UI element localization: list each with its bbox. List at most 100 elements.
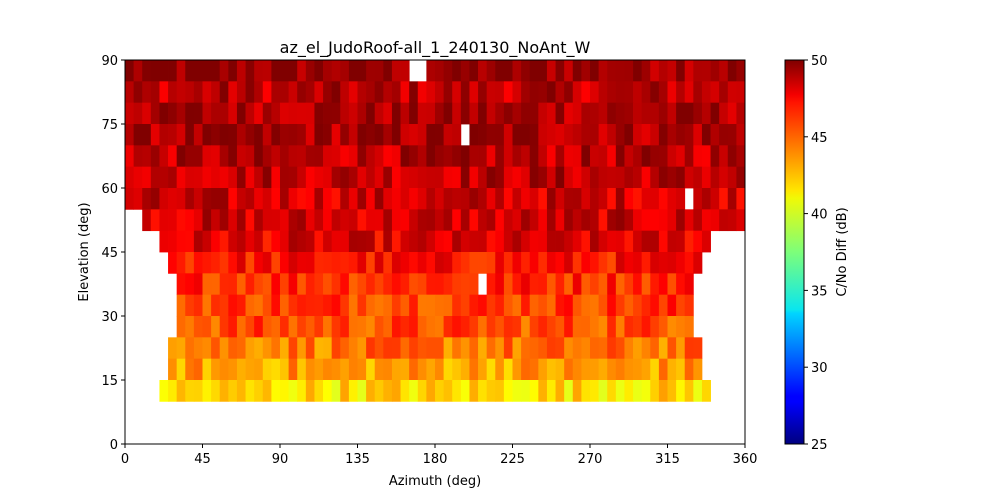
heatmap-cell bbox=[426, 380, 436, 402]
heatmap-cell bbox=[305, 60, 315, 82]
heatmap-cell bbox=[701, 60, 711, 82]
heatmap-cell bbox=[564, 294, 574, 317]
heatmap-cell bbox=[452, 294, 462, 317]
heatmap-cell bbox=[598, 102, 608, 125]
heatmap-cell bbox=[607, 380, 617, 402]
heatmap-cell bbox=[460, 358, 470, 381]
heatmap-cell bbox=[460, 337, 470, 360]
heatmap-cell bbox=[590, 358, 600, 381]
heatmap-cell bbox=[452, 60, 462, 82]
heatmap-cell bbox=[176, 124, 186, 146]
heatmap-cell bbox=[512, 209, 522, 232]
heatmap-cell bbox=[150, 209, 160, 232]
heatmap-cell bbox=[486, 358, 496, 381]
heatmap-cell bbox=[357, 166, 367, 189]
heatmap-cell bbox=[615, 102, 625, 125]
heatmap-cell bbox=[460, 316, 470, 338]
colorbar bbox=[784, 59, 805, 445]
heatmap-cell bbox=[469, 145, 479, 168]
heatmap-cell bbox=[228, 252, 238, 274]
heatmap-cell bbox=[374, 166, 384, 189]
heatmap-cell bbox=[228, 81, 238, 104]
heatmap-cell bbox=[581, 81, 591, 104]
heatmap-cell bbox=[452, 252, 462, 274]
heatmap-cell bbox=[254, 294, 264, 317]
heatmap-cell bbox=[667, 145, 677, 168]
heatmap-cell bbox=[159, 81, 169, 104]
heatmap-cell bbox=[736, 209, 746, 232]
heatmap-cell bbox=[650, 102, 660, 125]
colorbar-label: C/No Diff (dB) bbox=[835, 207, 850, 296]
heatmap-cell bbox=[512, 145, 522, 168]
heatmap-cell bbox=[323, 273, 333, 296]
heatmap-cell bbox=[486, 60, 496, 82]
heatmap-cell bbox=[323, 124, 333, 146]
heatmap-cell bbox=[409, 145, 419, 168]
heatmap-cell bbox=[262, 124, 272, 146]
heatmap-cell bbox=[176, 358, 186, 381]
heatmap-cell bbox=[572, 209, 582, 232]
heatmap-cell bbox=[383, 337, 393, 360]
heatmap-cell bbox=[228, 102, 238, 125]
heatmap-cell bbox=[478, 337, 488, 360]
heatmap-cell bbox=[288, 60, 298, 82]
heatmap-cell bbox=[314, 81, 324, 104]
heatmap-cell bbox=[245, 316, 255, 338]
heatmap-cell bbox=[271, 145, 281, 168]
heatmap-cell bbox=[391, 294, 401, 317]
heatmap-cell bbox=[650, 358, 660, 381]
heatmap-cell bbox=[400, 188, 410, 210]
heatmap-cell bbox=[236, 252, 246, 274]
heatmap-cell bbox=[348, 145, 358, 168]
heatmap-cell bbox=[676, 252, 686, 274]
heatmap-cell bbox=[236, 60, 246, 82]
heatmap-cell bbox=[193, 380, 203, 402]
heatmap-cell bbox=[452, 166, 462, 189]
heatmap-cell bbox=[546, 380, 556, 402]
heatmap-cell bbox=[340, 380, 350, 402]
heatmap-cell bbox=[710, 166, 720, 189]
heatmap-cell bbox=[650, 209, 660, 232]
heatmap-cell bbox=[383, 316, 393, 338]
heatmap-cell bbox=[305, 273, 315, 296]
heatmap-cell bbox=[581, 273, 591, 296]
heatmap-cell bbox=[701, 230, 711, 253]
heatmap-cell bbox=[254, 102, 264, 125]
heatmap-cell bbox=[452, 188, 462, 210]
heatmap-cell bbox=[236, 230, 246, 253]
heatmap-cell bbox=[340, 273, 350, 296]
heatmap-cell bbox=[374, 294, 384, 317]
heatmap-cell bbox=[228, 166, 238, 189]
heatmap-cell bbox=[469, 230, 479, 253]
colorbar-tick-label: 40 bbox=[811, 208, 828, 223]
heatmap-cell bbox=[572, 294, 582, 317]
heatmap-cell bbox=[391, 358, 401, 381]
heatmap-cell bbox=[305, 230, 315, 253]
y-axis-label: Elevation (deg) bbox=[77, 202, 92, 301]
heatmap-cell bbox=[185, 273, 195, 296]
heatmap-cell bbox=[348, 358, 358, 381]
heatmap-cell bbox=[598, 188, 608, 210]
heatmap-cell bbox=[185, 81, 195, 104]
heatmap-cell bbox=[168, 81, 178, 104]
heatmap-cell bbox=[555, 124, 565, 146]
heatmap-cell bbox=[133, 188, 143, 210]
heatmap-cell bbox=[400, 230, 410, 253]
heatmap-cell bbox=[366, 145, 376, 168]
heatmap-cell bbox=[503, 188, 513, 210]
heatmap-cell bbox=[684, 337, 694, 360]
heatmap-cell bbox=[202, 294, 212, 317]
heatmap-cell bbox=[607, 230, 617, 253]
heatmap-cell bbox=[486, 81, 496, 104]
heatmap-cell bbox=[503, 294, 513, 317]
heatmap-cell bbox=[417, 102, 427, 125]
heatmap-cell bbox=[555, 337, 565, 360]
heatmap-cell bbox=[297, 337, 307, 360]
heatmap-cell bbox=[176, 252, 186, 274]
heatmap-cell bbox=[710, 102, 720, 125]
heatmap-cell bbox=[650, 316, 660, 338]
heatmap-cell bbox=[383, 166, 393, 189]
heatmap-cell bbox=[280, 316, 290, 338]
heatmap-cell bbox=[150, 60, 160, 82]
